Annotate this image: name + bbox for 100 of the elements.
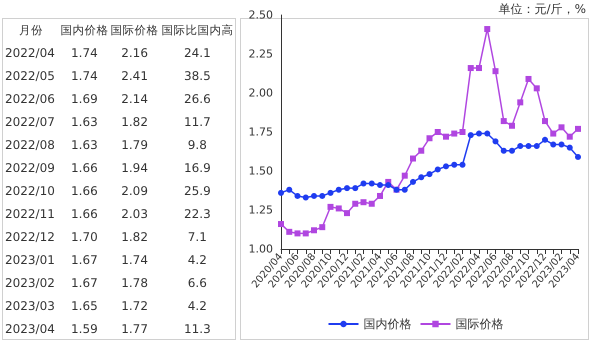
- point: [542, 136, 548, 143]
- y-tick-label: 2.50: [248, 8, 273, 22]
- y-tick-label: 1.50: [248, 164, 273, 178]
- text: 1.67: [70, 252, 99, 268]
- point: [352, 185, 358, 192]
- text: 11.3: [182, 320, 212, 338]
- point: [575, 154, 581, 160]
- point: [410, 156, 416, 162]
- text: 7.1: [186, 228, 208, 246]
- text: 4.2: [186, 252, 208, 268]
- text: 2023/04: [4, 320, 56, 338]
- point: [566, 134, 573, 140]
- point: [368, 180, 375, 186]
- y-tick-label: 2.25: [248, 48, 273, 60]
- text: 38.5: [182, 68, 212, 84]
- point: [344, 185, 350, 192]
- text: 9.8: [186, 136, 208, 154]
- point: [302, 194, 309, 201]
- text: 2.03: [120, 206, 149, 222]
- text: 1.59: [70, 320, 99, 338]
- text: 1.65: [70, 298, 99, 314]
- point: [460, 162, 466, 168]
- text: 2.41: [120, 68, 149, 84]
- y-tick-label: 1.00: [248, 242, 273, 256]
- text: 2022/05: [4, 68, 56, 84]
- point: [418, 174, 424, 180]
- point: [575, 126, 581, 132]
- point: [500, 118, 507, 124]
- point: [410, 178, 416, 185]
- point: [558, 141, 564, 148]
- point: [492, 68, 498, 74]
- text: 24.1: [182, 44, 212, 62]
- point: [542, 118, 548, 124]
- legend-label: 国际价格: [456, 317, 504, 331]
- text: 1.78: [120, 274, 149, 292]
- text: 1.70: [70, 228, 99, 246]
- category-label: 月份: [18, 22, 44, 38]
- text: 1.82: [120, 114, 149, 130]
- point: [468, 65, 474, 72]
- point: [526, 143, 532, 150]
- text: 1.74: [70, 44, 99, 62]
- point: [517, 99, 524, 106]
- point: [566, 144, 573, 151]
- point: [509, 122, 515, 129]
- point: [385, 182, 392, 188]
- point: [517, 143, 524, 150]
- text: 22.3: [182, 206, 212, 222]
- text: 2022/06: [4, 90, 56, 108]
- point: [534, 85, 540, 92]
- text: 2022/12: [4, 228, 56, 246]
- text: 1.66: [70, 206, 99, 222]
- point: [451, 162, 458, 168]
- point: [443, 134, 449, 140]
- point: [550, 130, 556, 137]
- text: 1.74: [70, 68, 99, 84]
- point: [368, 200, 375, 207]
- text: 25.9: [182, 182, 212, 200]
- text: 1.66: [70, 160, 99, 176]
- point: [451, 130, 458, 137]
- text: 16.9: [182, 160, 212, 176]
- text: 2022/10: [4, 182, 56, 200]
- point: [476, 65, 482, 72]
- point: [302, 230, 309, 236]
- point: [550, 141, 556, 148]
- point: [492, 138, 498, 144]
- text: 2022/04: [4, 44, 56, 62]
- text: 11.7: [182, 114, 212, 130]
- text: 2.16: [120, 44, 149, 62]
- text: 1.82: [120, 228, 149, 246]
- point: [319, 224, 326, 230]
- y-tick-label: 2.00: [248, 86, 273, 100]
- point: [336, 186, 342, 193]
- point: [278, 221, 284, 228]
- point: [484, 26, 490, 32]
- text: 1.63: [70, 136, 99, 154]
- point: [360, 199, 366, 206]
- text: 4.2: [186, 298, 208, 314]
- point: [558, 124, 564, 130]
- point: [534, 143, 540, 150]
- category-label: 国内价格: [59, 22, 110, 38]
- text: 1.66: [70, 182, 99, 200]
- point: [426, 171, 432, 178]
- point: [418, 148, 424, 154]
- point: [402, 186, 408, 193]
- y-tick-label: 1.75: [248, 126, 273, 138]
- category-label: 国际比国内高: [160, 22, 234, 38]
- point: [294, 230, 300, 236]
- point: [352, 200, 358, 207]
- point: [319, 192, 326, 199]
- point: [443, 163, 449, 170]
- text: 1.74: [120, 252, 149, 268]
- text: 1.77: [120, 320, 149, 338]
- point: [328, 204, 334, 210]
- text: 1.63: [70, 114, 99, 130]
- text: 1.72: [120, 298, 149, 314]
- point: [377, 182, 383, 188]
- point: [294, 192, 300, 199]
- point: [344, 210, 350, 216]
- text: 2023/03: [4, 298, 56, 314]
- text: 2.09: [120, 182, 149, 200]
